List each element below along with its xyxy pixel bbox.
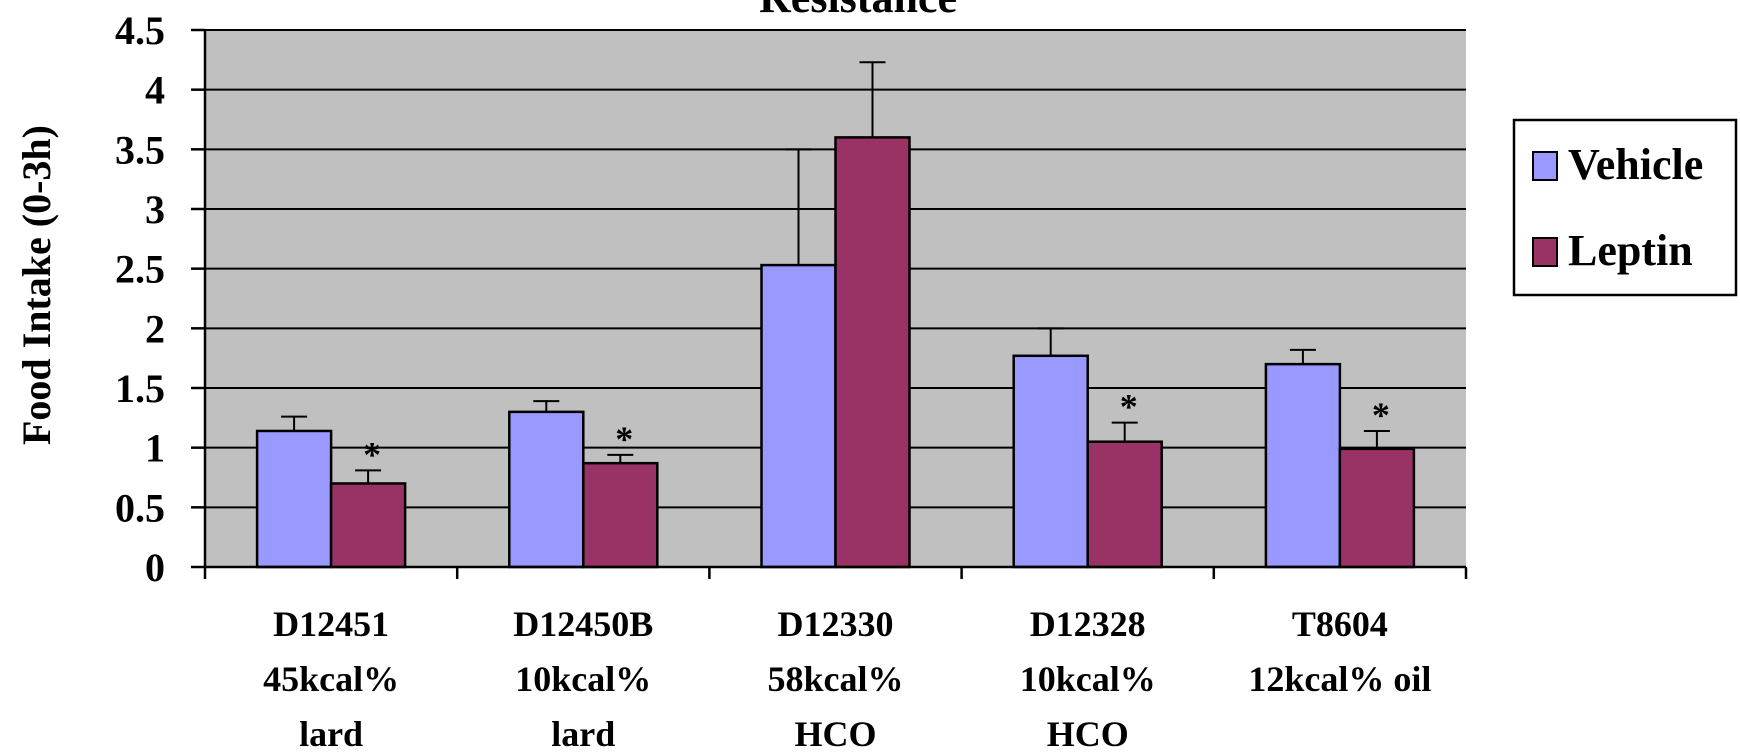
significance-marker: * [1372, 395, 1390, 435]
y-tick-label: 0.5 [115, 485, 165, 530]
bar-leptin [834, 136, 911, 569]
legend-label-vehicle: Vehicle [1568, 140, 1703, 189]
x-category-label: 10kcal% [515, 659, 651, 699]
x-category-label: D12330 [778, 604, 894, 644]
legend-swatch-vehicle [1532, 151, 1558, 181]
significance-marker: * [1120, 387, 1138, 427]
y-tick-label: 3 [145, 187, 165, 232]
x-category-labels: D12451 45kcal% lard D12450B 10kcal% lard D1233… [263, 604, 1431, 754]
chart-title: Resistance [759, 0, 957, 22]
y-tick-label: 4.5 [115, 8, 165, 53]
bars [255, 136, 1416, 569]
y-tick-label: 2.5 [115, 247, 165, 292]
bar-leptin [582, 461, 659, 569]
y-tick-label: 0 [145, 545, 165, 590]
y-tick-label: 2 [145, 306, 165, 351]
legend-label-leptin: Leptin [1568, 226, 1693, 275]
bar-vehicle [255, 429, 333, 569]
bar-vehicle [1012, 354, 1089, 569]
x-category-label: lard [299, 714, 363, 754]
x-category-label: D12328 [1030, 604, 1146, 644]
significance-marker: * [615, 419, 633, 459]
bar-vehicle [760, 263, 837, 569]
bar-vehicle [508, 410, 585, 569]
y-tick-label: 1 [145, 426, 165, 471]
bar-vehicle [1264, 362, 1342, 569]
y-tick-label: 4 [145, 68, 165, 113]
y-tick-label: 1.5 [115, 366, 165, 411]
error-bars [281, 61, 1390, 484]
bar-leptin [329, 482, 407, 569]
x-category-label: 10kcal% [1020, 659, 1156, 699]
legend-swatch-leptin [1532, 237, 1558, 267]
y-axis-title: Food Intake (0-3h) [14, 125, 59, 445]
x-category-label: 12kcal% oil [1248, 659, 1431, 699]
x-category-label: T8604 [1292, 604, 1388, 644]
x-category-label: HCO [1047, 714, 1129, 754]
x-category-label: D12451 [273, 604, 389, 644]
legend: Vehicle Leptin [1512, 118, 1738, 297]
y-tick-labels: 0 0.5 1 1.5 2 2.5 3 3.5 4 4.5 [115, 8, 165, 590]
x-category-label: D12450B [513, 604, 653, 644]
x-category-label: 45kcal% [263, 659, 399, 699]
y-tick-label: 3.5 [115, 127, 165, 172]
x-category-label: 58kcal% [767, 659, 903, 699]
x-category-label: lard [551, 714, 615, 754]
bar-leptin [1338, 447, 1416, 569]
x-category-label: HCO [794, 714, 876, 754]
significance-marker: * [363, 434, 381, 474]
bar-leptin [1086, 440, 1163, 569]
significance-markers: * * * * [363, 387, 1390, 475]
axes [191, 28, 1468, 579]
